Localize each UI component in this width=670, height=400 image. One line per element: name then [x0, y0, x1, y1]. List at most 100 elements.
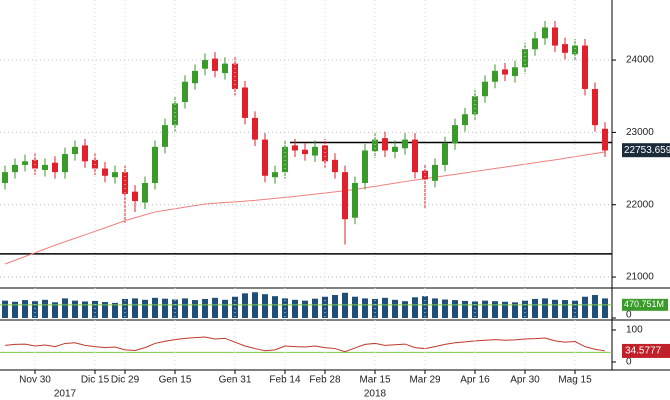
rsi-last-label: 34.5777	[625, 346, 662, 357]
candle-body	[422, 170, 428, 180]
y-tick-label: 21000	[626, 272, 654, 283]
volume-bar	[522, 300, 528, 318]
volume-bar	[202, 298, 208, 318]
candle-body	[442, 143, 448, 165]
volume-bar	[402, 301, 408, 318]
candle-body	[552, 27, 558, 46]
candle-body	[482, 81, 488, 97]
candle-body	[412, 139, 418, 173]
volume-bar	[192, 300, 198, 318]
volume-bar	[262, 294, 268, 318]
y-tick-label: 22000	[626, 199, 654, 210]
candle-body	[532, 38, 538, 50]
volume-bar	[512, 302, 518, 318]
candle-body	[72, 146, 78, 155]
volume-bar	[302, 300, 308, 318]
candle-body	[352, 183, 358, 218]
candle-body	[512, 67, 518, 76]
volume-bar	[582, 296, 588, 318]
volume-bar	[102, 302, 108, 318]
volume-tick-label: 0	[626, 310, 632, 321]
volume-bar	[422, 296, 428, 318]
x-tick-label: Apr 16	[460, 375, 490, 386]
candle-body	[132, 191, 138, 202]
candle-body	[242, 87, 248, 118]
candle-body	[262, 139, 268, 176]
candle-body	[592, 88, 598, 126]
volume-bar	[32, 301, 38, 318]
candle-body	[432, 164, 438, 181]
volume-bar	[292, 299, 298, 318]
candle-body	[112, 172, 118, 178]
volume-bar	[182, 298, 188, 318]
volume-bar	[62, 298, 68, 318]
volume-bar	[542, 298, 548, 318]
volume-bar	[432, 298, 438, 318]
candle-body	[182, 81, 188, 102]
x-tick-label: Mar 15	[359, 375, 391, 386]
volume-bar	[352, 296, 358, 318]
candle-body	[52, 162, 58, 173]
volume-bar	[312, 298, 318, 318]
x-tick-label: Dic 15	[81, 375, 110, 386]
volume-bar	[532, 298, 538, 318]
candle-body	[12, 164, 18, 173]
volume-bar	[112, 302, 118, 318]
candle-body	[472, 96, 478, 115]
rsi-last-box	[622, 343, 670, 358]
volume-bar	[462, 300, 468, 318]
volume-bar	[562, 300, 568, 318]
candle-body	[192, 70, 198, 84]
rsi-tick-label: 100	[626, 325, 643, 336]
candle-body	[362, 150, 368, 184]
volume-bar	[132, 298, 138, 318]
candle-body	[212, 58, 218, 71]
volume-bar	[472, 301, 478, 318]
year-label: 2018	[364, 389, 387, 400]
candle-body	[382, 138, 388, 151]
volume-bar	[272, 296, 278, 318]
last-price-label: 22753.6594	[624, 145, 670, 156]
y-tick-label: 23000	[626, 127, 654, 138]
candle-body	[372, 139, 378, 152]
volume-level-label: 470.751M	[624, 299, 664, 309]
candle-body	[82, 145, 88, 162]
candle-body	[22, 161, 28, 165]
candle-body	[462, 114, 468, 126]
candle-body	[172, 103, 178, 126]
candle-body	[202, 60, 208, 69]
volume-bar	[442, 299, 448, 318]
volume-bar	[52, 302, 58, 318]
candle-body	[152, 146, 158, 184]
candle-body	[602, 128, 608, 151]
x-tick-label: Mar 29	[409, 375, 441, 386]
volume-bar	[212, 297, 218, 318]
volume-bar	[492, 301, 498, 318]
candle-body	[322, 145, 328, 162]
candle-body	[222, 63, 228, 74]
candle-body	[502, 69, 508, 75]
candle-body	[102, 168, 108, 176]
volume-bar	[92, 300, 98, 318]
candle-body	[42, 164, 48, 170]
volume-bar	[452, 300, 458, 318]
candle-body	[522, 49, 528, 68]
volume-bar	[592, 295, 598, 318]
volume-bar	[82, 301, 88, 318]
moving-average-line	[4, 151, 606, 265]
candle-body	[252, 117, 258, 140]
x-tick-label: Gen 31	[219, 375, 252, 386]
volume-bar	[412, 297, 418, 318]
candle-body	[292, 145, 298, 151]
volume-bar	[552, 299, 558, 318]
x-tick-label: Dic 29	[111, 375, 140, 386]
volume-bar	[162, 298, 168, 318]
volume-bar	[72, 300, 78, 318]
candle-body	[332, 159, 338, 173]
candle-body	[392, 146, 398, 152]
candle-body	[562, 44, 568, 53]
x-tick-label: Feb 28	[309, 375, 341, 386]
candle-body	[542, 27, 548, 39]
volume-bar	[12, 301, 18, 318]
volume-bar	[602, 298, 608, 318]
